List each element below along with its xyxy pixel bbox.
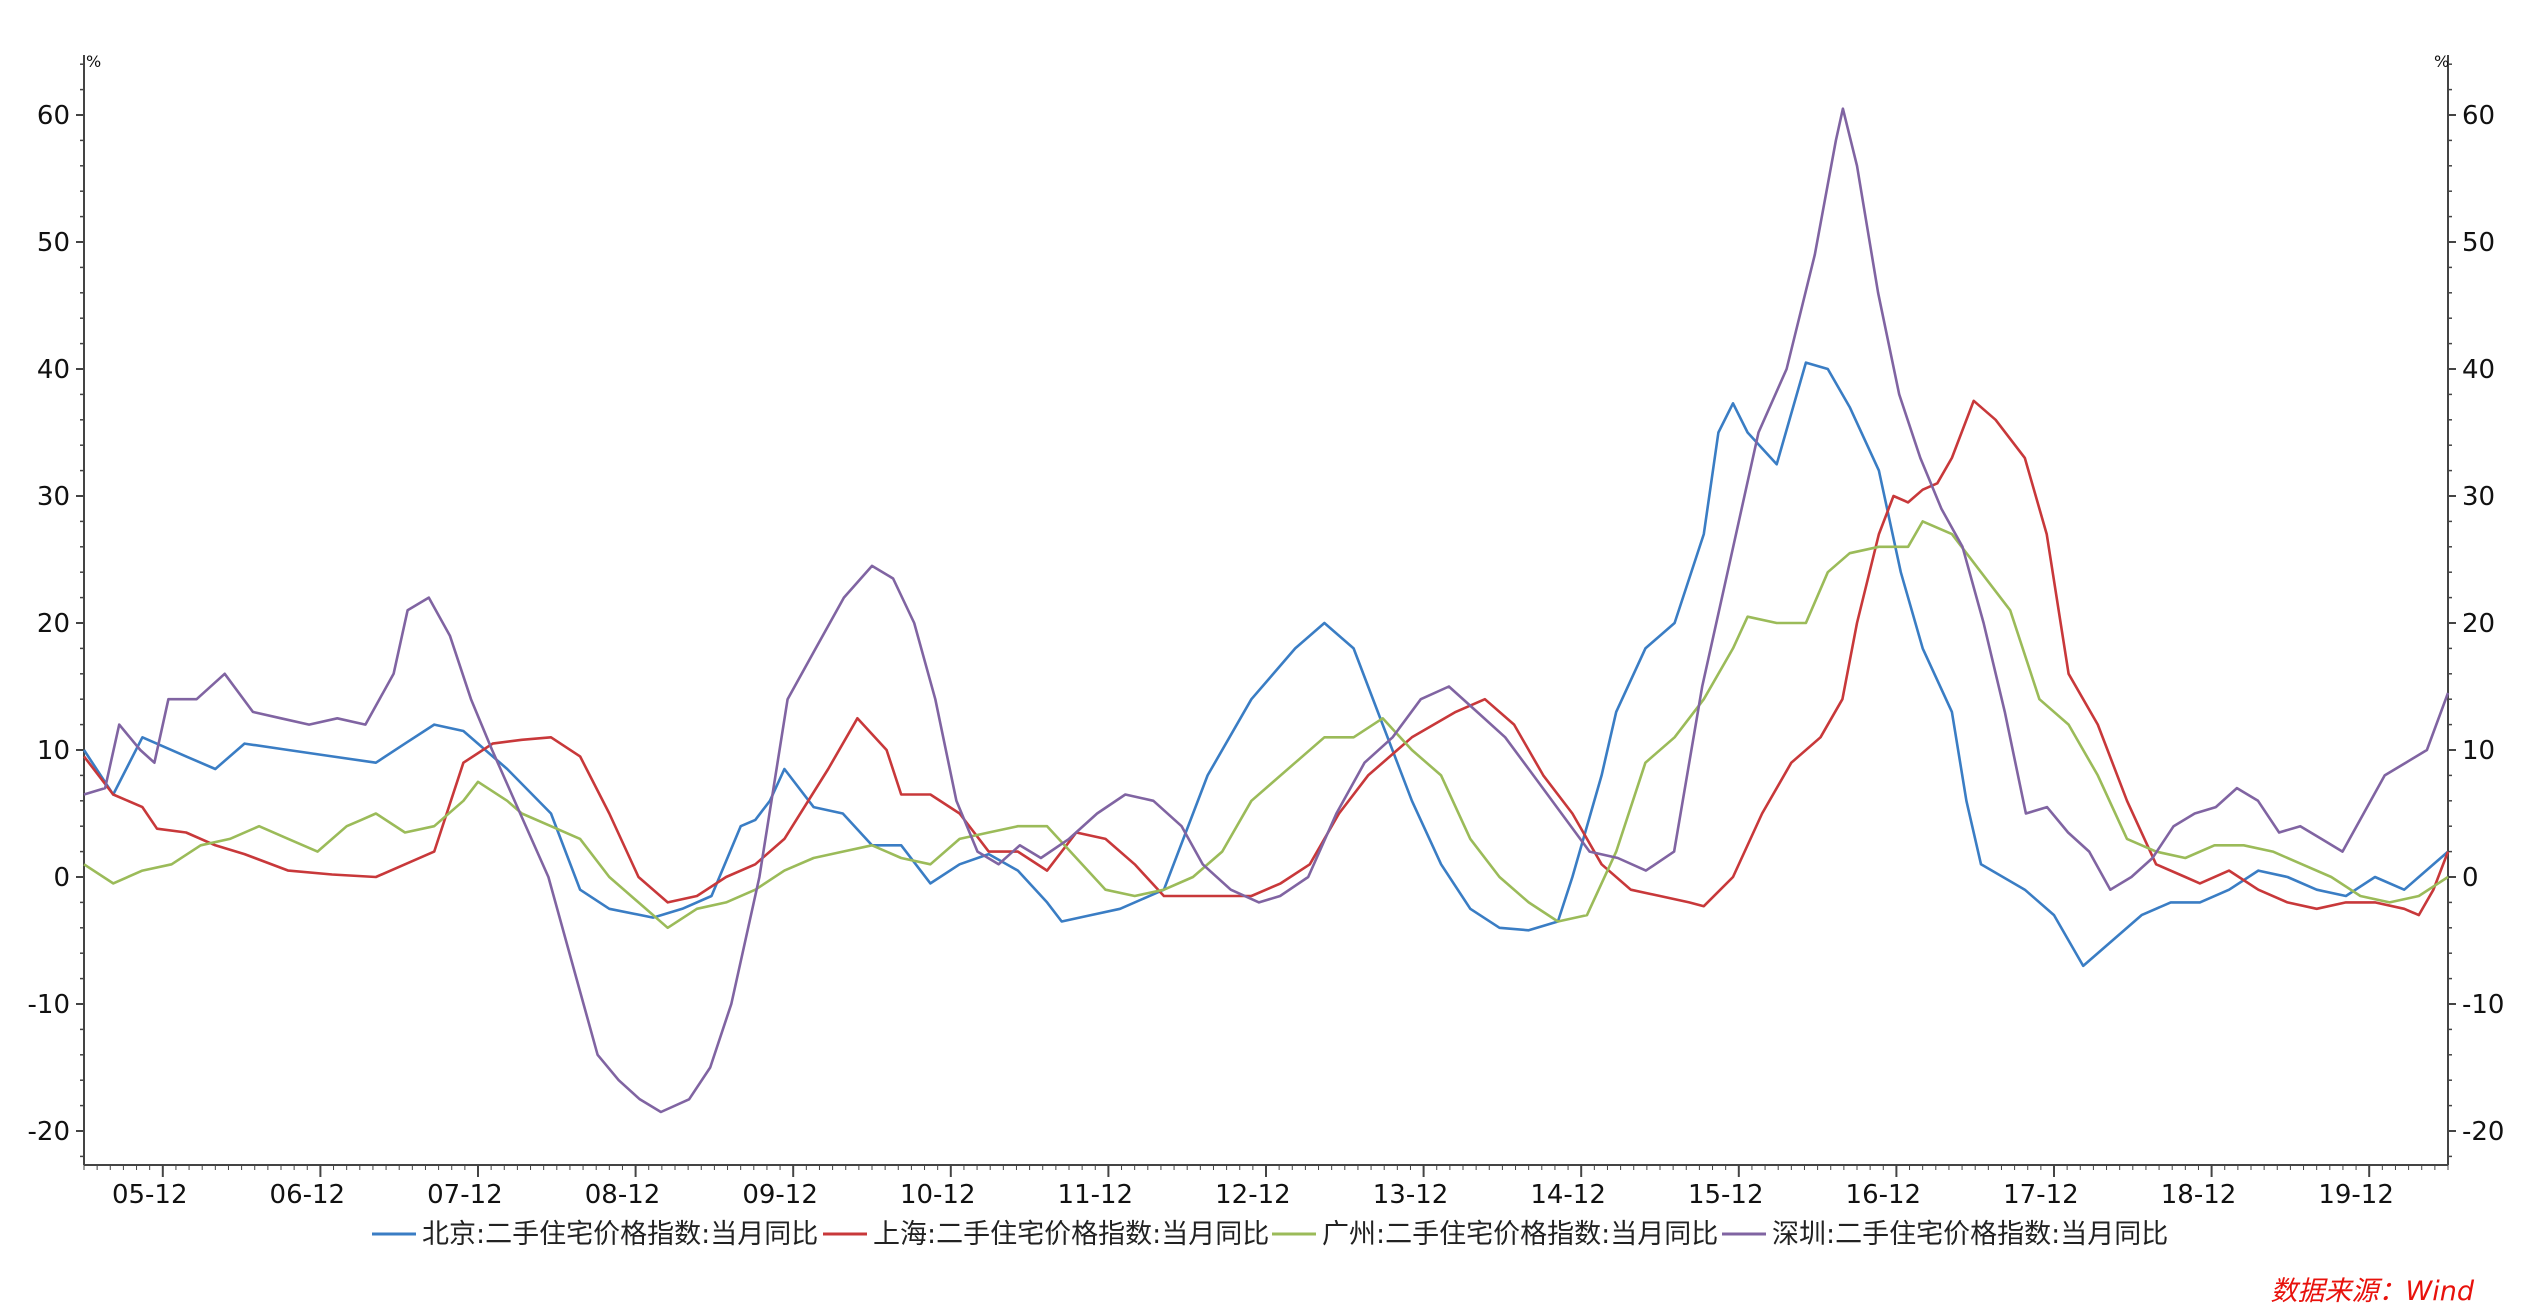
left-unit-label: % (86, 52, 101, 71)
x-tick-label: 11-12 (1058, 1180, 1134, 1210)
legend-label: 北京:二手住宅价格指数:当月同比 (422, 1219, 818, 1250)
left-y-tick-label: 60 (37, 101, 70, 131)
left-y-tick-label: 0 (53, 863, 70, 893)
x-tick-label: 18-12 (2161, 1180, 2237, 1210)
x-tick-label: 06-12 (270, 1180, 346, 1210)
legend-label: 广州:二手住宅价格指数:当月同比 (1322, 1219, 1718, 1250)
legend-label: 深圳:二手住宅价格指数:当月同比 (1772, 1219, 2168, 1250)
right-y-tick-label: 20 (2462, 609, 2495, 639)
series-line-3 (83, 520, 2449, 930)
legend-label: 上海:二手住宅价格指数:当月同比 (873, 1219, 1269, 1250)
x-tick-label: 14-12 (1530, 1180, 1606, 1210)
left-y-tick-label: 10 (37, 736, 70, 766)
x-tick-label: 12-12 (1215, 1180, 1291, 1210)
x-tick-label: 15-12 (1688, 1180, 1764, 1210)
x-tick-label: 19-12 (2318, 1180, 2394, 1210)
left-y-tick-label: -20 (28, 1117, 70, 1147)
legend: 北京:二手住宅价格指数:当月同比 上海:二手住宅价格指数:当月同比 广州:二手住宅价… (372, 1219, 2168, 1250)
x-tick-label: 07-12 (427, 1180, 503, 1210)
x-tick-label: 10-12 (900, 1180, 976, 1210)
left-y-tick-label: 50 (37, 228, 70, 258)
right-y-tick-label: 10 (2462, 736, 2495, 766)
x-tick-label: 16-12 (1846, 1180, 1922, 1210)
right-y-tick-label: 60 (2462, 101, 2495, 131)
x-tick-label: 05-12 (112, 1180, 188, 1210)
series-line-1 (82, 361, 2449, 968)
series-line-4 (83, 107, 2450, 1114)
x-tick-label: 09-12 (742, 1180, 818, 1210)
right-y-tick-label: -20 (2462, 1117, 2504, 1147)
right-y-tick-label: 0 (2462, 863, 2479, 893)
left-y-tick-label: 30 (37, 482, 70, 512)
x-tick-label: 13-12 (1373, 1180, 1449, 1210)
left-y-tick-label: 20 (37, 609, 70, 639)
axes: % % (83, 52, 2449, 1166)
series-line-2 (82, 399, 2450, 917)
x-tick-label: 17-12 (2003, 1180, 2079, 1210)
right-y-tick-label: 40 (2462, 355, 2495, 385)
left-y-tick-label: -10 (28, 990, 70, 1020)
x-ticks: 05-12 06-12 07-12 08-12 09-12 10-12 11-12 12-12… (83, 1165, 2449, 1210)
source-note: 数据来源：Wind (2271, 1276, 2475, 1307)
right-y-tick-label: 50 (2462, 228, 2495, 258)
right-y-tick-label: 30 (2462, 482, 2495, 512)
right-y-tick-label: -10 (2462, 990, 2504, 1020)
right-y-ticks: -20 -10 0 10 20 30 40 50 60 (2448, 63, 2504, 1158)
series-lines (82, 107, 2450, 1114)
x-tick-label: 08-12 (585, 1180, 661, 1210)
right-unit-label: % (2434, 52, 2449, 71)
left-y-ticks: -20 -10 0 10 20 30 40 50 60 (28, 63, 84, 1158)
left-y-tick-label: 40 (37, 355, 70, 385)
